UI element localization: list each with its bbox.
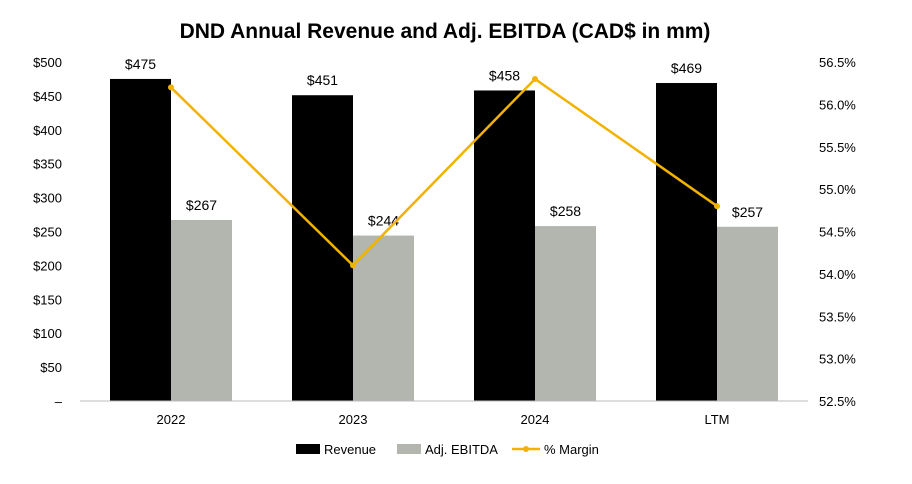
ebitda-bar (171, 219, 232, 401)
left-axis: – $50 $100 $150 $200 $250 $300 $350 $400 $450 $500 (33, 55, 63, 409)
left-tick-label: $150 (33, 292, 62, 307)
left-tick-label: $400 (33, 123, 62, 138)
x-tick-label: 2023 (339, 412, 368, 427)
right-tick-label: 54.0% (819, 267, 856, 282)
left-tick-label: $450 (33, 89, 62, 104)
margin-line-series (168, 75, 720, 269)
x-tick-label: LTM (704, 412, 729, 427)
revenue-data-label: $451 (307, 72, 338, 88)
left-tick-label: $300 (33, 191, 62, 206)
left-tick-label: $100 (33, 326, 62, 341)
legend-ebitda-swatch (397, 444, 421, 454)
right-tick-label: 53.5% (819, 309, 856, 324)
ebitda-data-label: $257 (732, 204, 763, 220)
left-tick-label: – (55, 394, 63, 409)
margin-point (532, 75, 538, 82)
ebitda-data-label: $258 (550, 203, 581, 219)
margin-point (714, 203, 720, 210)
legend-margin-marker (523, 446, 529, 452)
revenue-data-label: $475 (125, 56, 156, 72)
left-tick-label: $350 (33, 157, 62, 172)
bars: $475 $267 $451 $244 $458 $258 $469 $257 (110, 56, 778, 402)
legend-revenue-label: Revenue (324, 442, 376, 457)
margin-line (170, 77, 718, 268)
x-tick-label: 2022 (157, 412, 186, 427)
left-tick-label: $250 (33, 225, 62, 240)
right-tick-label: 54.5% (819, 225, 856, 240)
legend-revenue-swatch (296, 444, 320, 454)
left-tick-label: $50 (40, 360, 62, 375)
revenue-bar (656, 83, 717, 401)
margin-point (350, 262, 356, 269)
revenue-bar (474, 90, 535, 401)
left-tick-label: $200 (33, 258, 62, 273)
ebitda-bar (717, 226, 778, 401)
ebitda-bar (535, 226, 596, 401)
right-axis: 52.5% 53.0% 53.5% 54.0% 54.5% 55.0% 55.5% 56.0%… (819, 55, 856, 409)
legend: Revenue Adj. EBITDA % Margin (296, 442, 599, 457)
ebitda-bar (353, 235, 414, 401)
revenue-bar (292, 95, 353, 402)
revenue-bar (110, 78, 171, 401)
right-tick-label: 55.0% (819, 182, 856, 197)
legend-margin-label: % Margin (544, 442, 599, 457)
ebitda-data-label: $244 (368, 213, 399, 229)
right-tick-label: 56.5% (819, 55, 856, 70)
right-tick-label: 53.0% (819, 352, 856, 367)
right-tick-label: 55.5% (819, 140, 856, 155)
right-tick-label: 56.0% (819, 97, 856, 112)
left-tick-label: $500 (33, 55, 62, 70)
x-tick-label: 2024 (521, 412, 550, 427)
chart-title: DND Annual Revenue and Adj. EBITDA (CAD$… (180, 20, 711, 43)
margin-point (168, 84, 174, 91)
x-axis-labels: 2022 2023 2024 LTM (157, 412, 730, 427)
right-tick-label: 52.5% (819, 394, 856, 409)
revenue-data-label: $469 (671, 60, 702, 76)
legend-ebitda-label: Adj. EBITDA (425, 442, 498, 457)
ebitda-data-label: $267 (186, 197, 217, 213)
revenue-data-label: $458 (489, 67, 520, 83)
